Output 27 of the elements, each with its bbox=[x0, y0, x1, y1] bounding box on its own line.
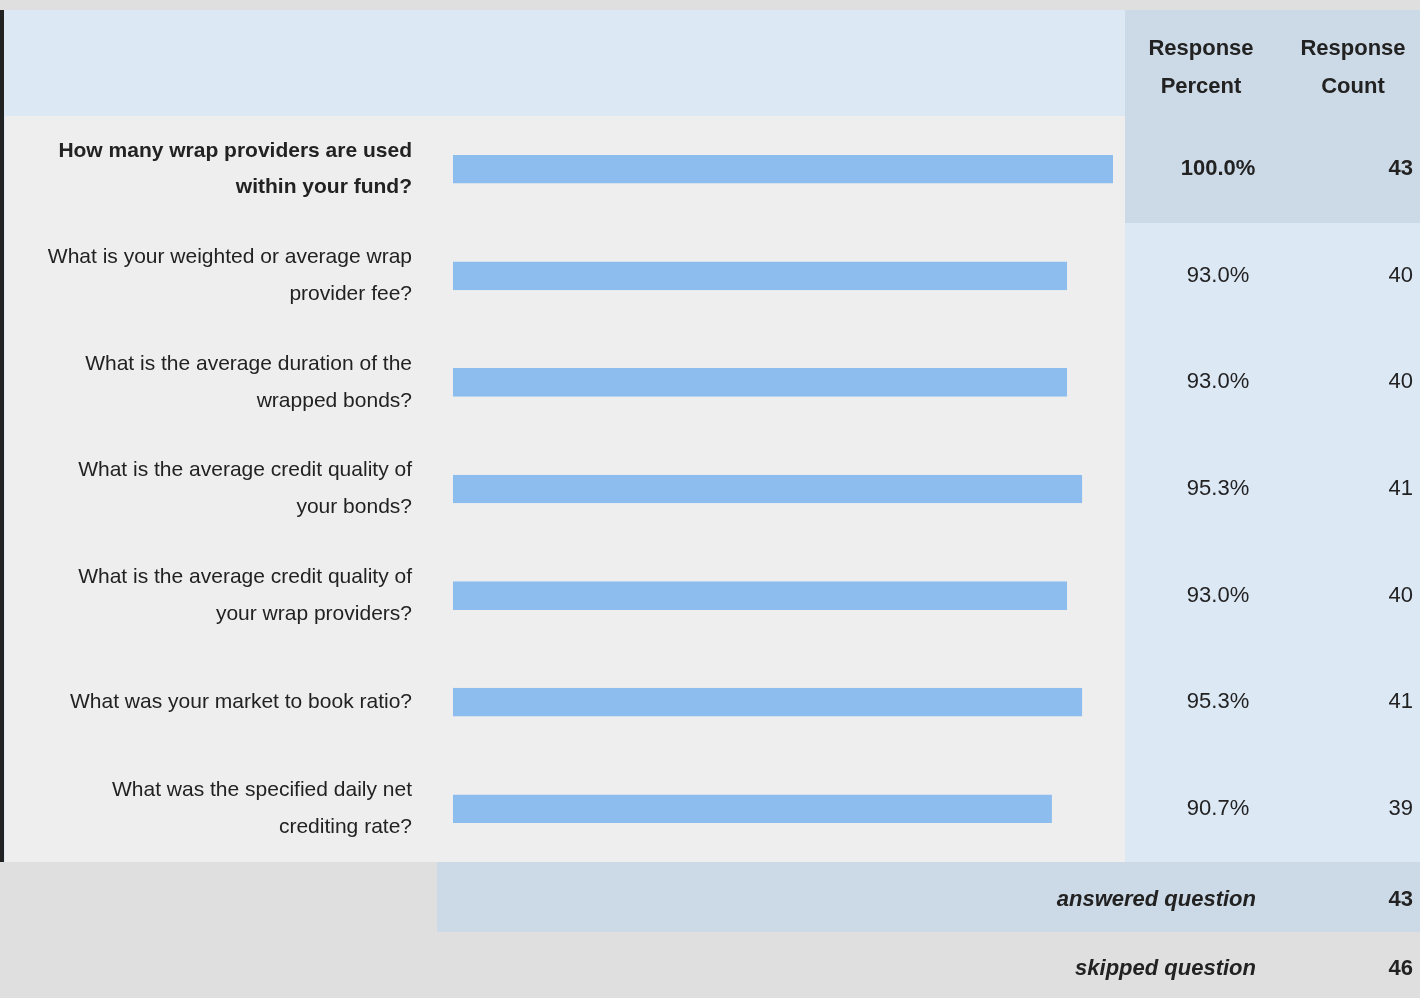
data-label: 95.3% bbox=[1186, 688, 1250, 714]
y-tick-label: How many wrap providers are used within your fund? bbox=[58, 137, 412, 198]
text: skipped question bbox=[1075, 955, 1256, 981]
text: Response Count bbox=[1300, 35, 1406, 99]
data-label: 95.3% bbox=[1186, 475, 1250, 501]
text: 40 bbox=[1388, 261, 1413, 287]
text: 40 bbox=[1388, 581, 1413, 607]
text: 43 bbox=[1388, 155, 1413, 181]
y-tick-label: What is the average credit quality of your wrap providers? bbox=[78, 563, 413, 624]
data-label: 100.0% bbox=[1180, 155, 1256, 181]
text: 40 bbox=[1388, 368, 1413, 394]
y-tick-label: What is the average credit quality of your bonds? bbox=[78, 457, 413, 518]
data-label: 93.0% bbox=[1186, 261, 1250, 287]
text: 43 bbox=[1388, 886, 1413, 912]
y-tick-label: What was the specified daily net crediting rate? bbox=[112, 777, 413, 837]
text: 41 bbox=[1388, 475, 1413, 501]
text: 39 bbox=[1388, 794, 1413, 820]
y-tick-label: What is your weighted or average wrap provider fee? bbox=[47, 244, 412, 305]
text: Response Percent bbox=[1148, 35, 1254, 99]
data-label: 90.7% bbox=[1186, 794, 1250, 820]
text: 46 bbox=[1388, 955, 1413, 981]
text: answered question bbox=[1056, 886, 1256, 912]
data-label: 93.0% bbox=[1186, 368, 1250, 394]
y-tick-label: What is the average duration of the wrapped bonds? bbox=[85, 350, 412, 411]
data-label: 93.0% bbox=[1186, 581, 1250, 607]
y-tick-label: What was your market to book ratio? bbox=[70, 688, 412, 712]
text: 41 bbox=[1388, 688, 1413, 714]
